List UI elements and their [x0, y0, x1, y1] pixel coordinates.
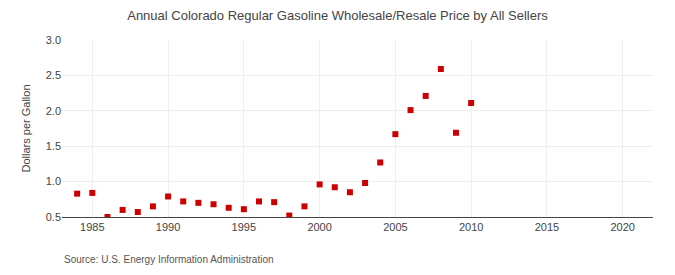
- svg-text:1990: 1990: [156, 221, 180, 233]
- svg-text:0.5: 0.5: [46, 211, 61, 223]
- svg-text:2.0: 2.0: [46, 105, 61, 117]
- svg-text:Dollars per Gallon: Dollars per Gallon: [20, 84, 32, 172]
- svg-text:1995: 1995: [232, 221, 256, 233]
- svg-text:2010: 2010: [459, 221, 483, 233]
- svg-text:2000: 2000: [307, 221, 331, 233]
- svg-text:2020: 2020: [610, 221, 634, 233]
- svg-text:Annual Colorado Regular Gasoli: Annual Colorado Regular Gasoline Wholesa…: [127, 8, 548, 23]
- svg-text:3.0: 3.0: [46, 34, 61, 46]
- svg-text:1985: 1985: [80, 221, 104, 233]
- svg-text:2.5: 2.5: [46, 69, 61, 81]
- svg-text:2015: 2015: [535, 221, 559, 233]
- svg-text:1.0: 1.0: [46, 175, 61, 187]
- svg-text:2005: 2005: [383, 221, 407, 233]
- svg-text:Source: U.S. Energy Informatio: Source: U.S. Energy Information Administ…: [64, 254, 274, 265]
- svg-text:1.5: 1.5: [46, 140, 61, 152]
